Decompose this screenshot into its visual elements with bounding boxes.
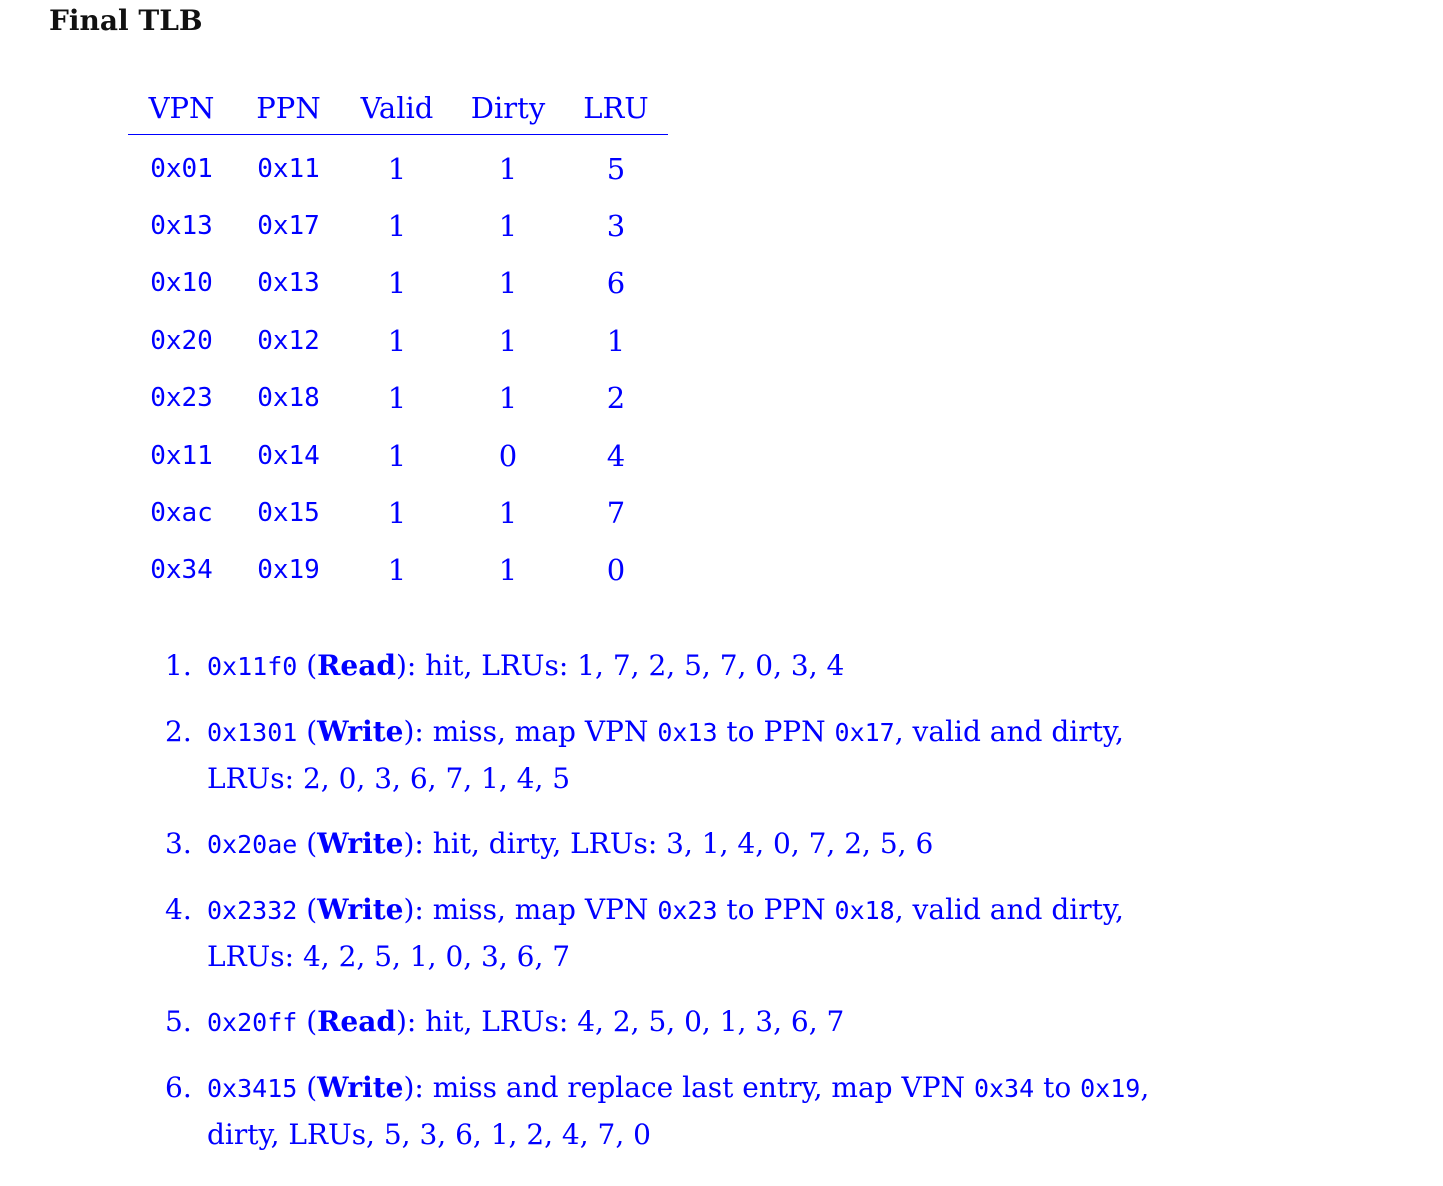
dirty-cell: 1 xyxy=(498,151,518,186)
operation: Write xyxy=(317,827,404,860)
vpn-cell: 0x01 xyxy=(150,153,213,184)
operation: Write xyxy=(317,1071,404,1104)
valid-cell: 1 xyxy=(387,553,407,588)
vpn-cell: 0xac xyxy=(150,498,213,529)
address: 0x3415 xyxy=(207,1074,298,1103)
lru-cell: 7 xyxy=(606,496,626,531)
list-item: 4. 0x2332 (Write): miss, map VPN 0x23 to… xyxy=(165,887,1205,980)
list-item: 5. 0x20ff (Read): hit, LRUs: 4, 2, 5, 0,… xyxy=(165,999,1205,1046)
step-text: ): miss, map VPN xyxy=(403,893,658,926)
table-row: 0xac 0x15 1 1 7 xyxy=(128,484,668,541)
vpn-value: 0x13 xyxy=(657,718,718,747)
step-text: , dirty, LRUs, 5, 3, 6, 1, 2, 4, 7, 0 xyxy=(207,1071,1150,1151)
operation: Write xyxy=(317,893,404,926)
dirty-cell: 1 xyxy=(498,496,518,531)
step-text: ): hit, LRUs: 4, 2, 5, 0, 1, 3, 6, 7 xyxy=(395,1005,845,1038)
step-text: , valid and dirty, LRUs: 2, 0, 3, 6, 7, … xyxy=(207,715,1124,795)
step-text: ): miss and replace last entry, map VPN xyxy=(403,1071,974,1104)
dirty-cell: 1 xyxy=(498,209,518,244)
tlb-table: VPN PPN Valid Dirty LRU 0x01 0x11 1 1 5 … xyxy=(128,82,668,599)
ppn-cell: 0x14 xyxy=(257,440,320,471)
address: 0x11f0 xyxy=(207,652,298,681)
step-text: , valid and dirty, LRUs: 4, 2, 5, 1, 0, … xyxy=(207,893,1124,973)
table-header-row: VPN PPN Valid Dirty LRU xyxy=(128,82,668,135)
operation: Read xyxy=(317,1005,396,1038)
address: 0x20ff xyxy=(207,1008,298,1037)
lru-cell: 5 xyxy=(606,151,626,186)
section-heading: Final TLB xyxy=(49,4,203,37)
lru-cell: 3 xyxy=(606,209,626,244)
step-text: to xyxy=(1034,1071,1081,1104)
ppn-cell: 0x15 xyxy=(257,498,320,529)
ppn-cell: 0x18 xyxy=(257,383,320,414)
ppn-value: 0x17 xyxy=(834,718,895,747)
lru-cell: 2 xyxy=(606,381,626,416)
valid-cell: 1 xyxy=(387,438,407,473)
step-number: 3. xyxy=(165,827,192,860)
column-header-vpn: VPN xyxy=(128,82,235,135)
list-item: 6. 0x3415 (Write): miss and replace last… xyxy=(165,1065,1205,1158)
ppn-cell: 0x11 xyxy=(257,153,320,184)
table-row: 0x20 0x12 1 1 1 xyxy=(128,312,668,369)
valid-cell: 1 xyxy=(387,266,407,301)
step-number: 1. xyxy=(165,649,192,682)
column-header-valid: Valid xyxy=(342,82,452,135)
valid-cell: 1 xyxy=(387,381,407,416)
address: 0x20ae xyxy=(207,830,298,859)
lru-cell: 6 xyxy=(606,266,626,301)
step-text: ): miss, map VPN xyxy=(403,715,658,748)
dirty-cell: 1 xyxy=(498,553,518,588)
lru-cell: 0 xyxy=(606,553,626,588)
table-row: 0x10 0x13 1 1 6 xyxy=(128,255,668,312)
valid-cell: 1 xyxy=(387,151,407,186)
table-row: 0x11 0x14 1 0 4 xyxy=(128,427,668,484)
step-number: 2. xyxy=(165,715,192,748)
step-text: to PPN xyxy=(717,715,835,748)
vpn-cell: 0x23 xyxy=(150,383,213,414)
valid-cell: 1 xyxy=(387,496,407,531)
table-row: 0x23 0x18 1 1 2 xyxy=(128,370,668,427)
list-item: 1. 0x11f0 (Read): hit, LRUs: 1, 7, 2, 5,… xyxy=(165,643,1205,690)
dirty-cell: 1 xyxy=(498,266,518,301)
column-header-ppn: PPN xyxy=(235,82,342,135)
dirty-cell: 0 xyxy=(498,438,518,473)
step-text: ): hit, dirty, LRUs: 3, 1, 4, 0, 7, 2, 5… xyxy=(403,827,934,860)
vpn-cell: 0x20 xyxy=(150,325,213,356)
valid-cell: 1 xyxy=(387,209,407,244)
valid-cell: 1 xyxy=(387,323,407,358)
table-row: 0x34 0x19 1 1 0 xyxy=(128,542,668,599)
step-number: 6. xyxy=(165,1071,192,1104)
ppn-cell: 0x17 xyxy=(257,211,320,242)
dirty-cell: 1 xyxy=(498,381,518,416)
step-text: ): hit, LRUs: 1, 7, 2, 5, 7, 0, 3, 4 xyxy=(395,649,845,682)
lru-cell: 4 xyxy=(606,438,626,473)
vpn-value: 0x34 xyxy=(973,1074,1035,1103)
list-item: 3. 0x20ae (Write): hit, dirty, LRUs: 3, … xyxy=(165,821,1205,868)
ppn-cell: 0x12 xyxy=(257,325,320,356)
operation: Read xyxy=(317,649,396,682)
vpn-cell: 0x11 xyxy=(150,440,213,471)
ppn-value: 0x19 xyxy=(1080,1074,1141,1103)
access-steps-list: 1. 0x11f0 (Read): hit, LRUs: 1, 7, 2, 5,… xyxy=(165,643,1205,1177)
address: 0x1301 xyxy=(207,718,298,747)
vpn-cell: 0x13 xyxy=(150,211,213,242)
address: 0x2332 xyxy=(207,896,298,925)
step-number: 4. xyxy=(165,893,192,926)
column-header-dirty: Dirty xyxy=(452,82,564,135)
dirty-cell: 1 xyxy=(498,323,518,358)
table-row: 0x01 0x11 1 1 5 xyxy=(128,135,668,198)
vpn-cell: 0x34 xyxy=(150,555,213,586)
lru-cell: 1 xyxy=(606,323,626,358)
step-number: 5. xyxy=(165,1005,192,1038)
vpn-value: 0x23 xyxy=(657,896,718,925)
column-header-lru: LRU xyxy=(564,82,668,135)
ppn-cell: 0x13 xyxy=(257,268,320,299)
ppn-cell: 0x19 xyxy=(257,555,320,586)
step-text: to PPN xyxy=(717,893,835,926)
list-item: 2. 0x1301 (Write): miss, map VPN 0x13 to… xyxy=(165,709,1205,802)
vpn-cell: 0x10 xyxy=(150,268,213,299)
ppn-value: 0x18 xyxy=(834,896,895,925)
operation: Write xyxy=(317,715,404,748)
table-row: 0x13 0x17 1 1 3 xyxy=(128,197,668,254)
